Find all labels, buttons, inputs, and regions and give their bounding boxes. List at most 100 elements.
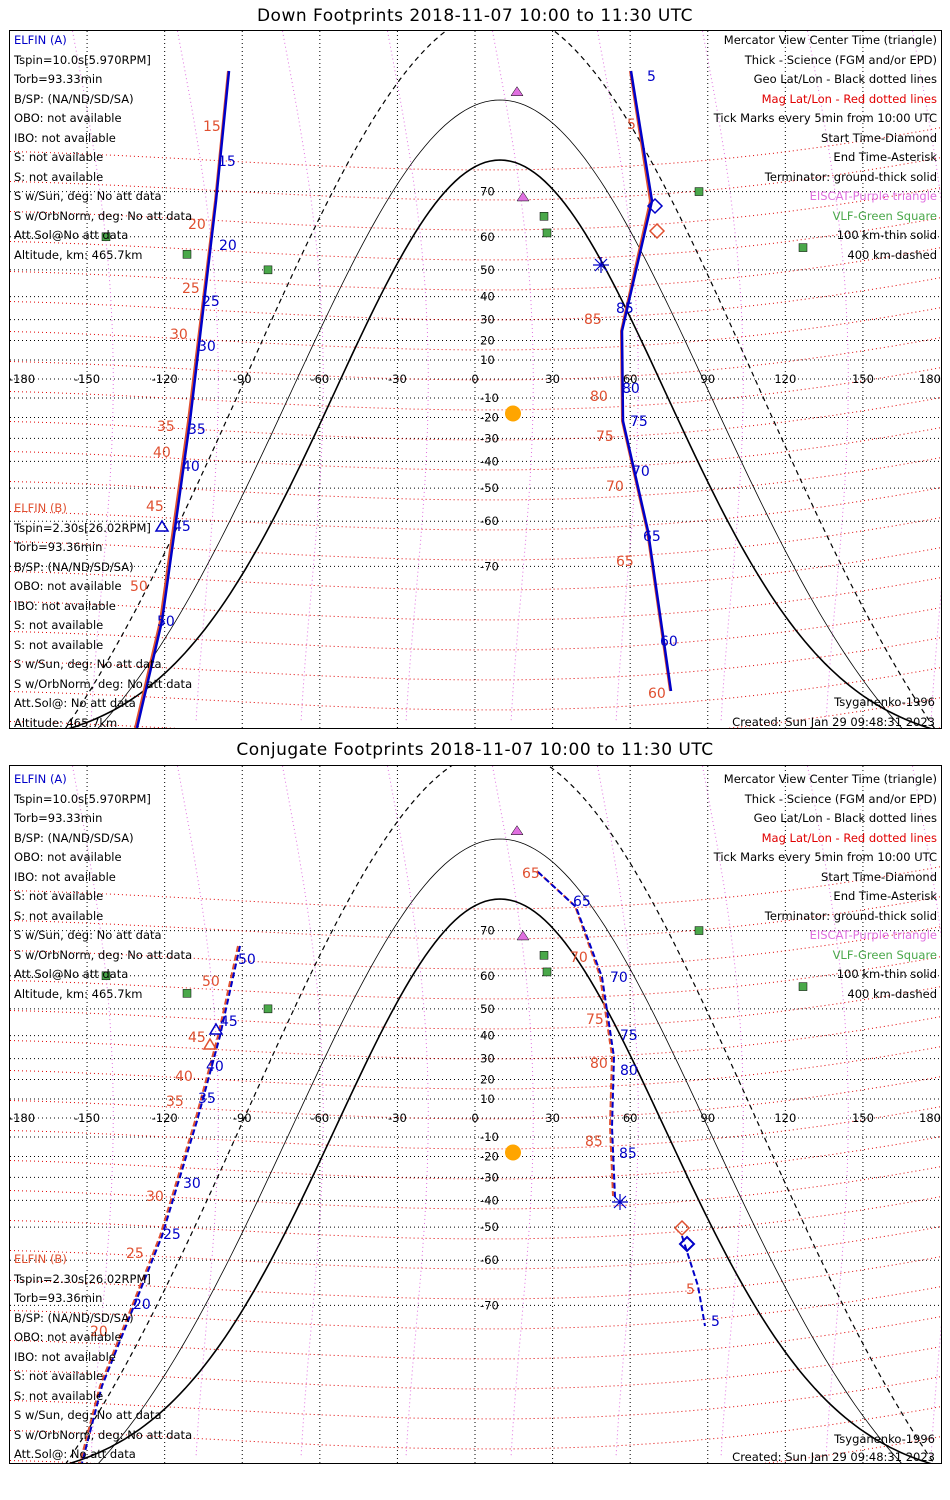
track-tick-label: 25 xyxy=(163,1227,181,1243)
info-line: B/SP: (NA/ND/SD/SA) xyxy=(14,1310,134,1325)
lat-tick-label: -70 xyxy=(480,1298,499,1312)
lat-tick-label: -10 xyxy=(480,1130,499,1144)
lon-tick-label: -150 xyxy=(74,1111,100,1125)
info-line: Tspin=10.0s[5.970RPM] xyxy=(14,791,151,806)
info-line: VLF-Green Square xyxy=(832,208,937,223)
track-tick-label: 30 xyxy=(183,1176,201,1192)
info-line: S: not available xyxy=(14,889,104,903)
mag-parallel xyxy=(10,547,941,591)
lat-tick-label: 40 xyxy=(480,290,495,304)
mag-parallel xyxy=(10,607,941,651)
info-line: Geo Lat/Lon - Black dotted lines xyxy=(753,811,937,825)
lat-tick-label: 20 xyxy=(480,334,495,348)
lon-tick-label: 0 xyxy=(471,372,478,386)
mag-meridian xyxy=(177,766,219,1457)
lon-tick-label: 150 xyxy=(852,372,874,386)
lat-tick-label: 60 xyxy=(480,969,495,983)
track-tick-label: 50 xyxy=(157,614,175,630)
info-line: Start Time-Diamond xyxy=(821,869,937,884)
track-tick-label: 75 xyxy=(620,1028,638,1044)
vlf-square-icon xyxy=(542,228,552,238)
track-tick-label: 15 xyxy=(218,154,236,170)
mag-meridian xyxy=(72,31,114,722)
lat-tick-label: -20 xyxy=(480,1149,499,1163)
track-tick-label: 45 xyxy=(146,499,164,515)
mag-parallel xyxy=(10,667,941,711)
elfin-a-info: ELFIN (A) Tspin=10.0s[5.970RPM] Torb=93.33… xyxy=(14,770,192,1004)
lat-tick-label: -30 xyxy=(480,1170,499,1184)
track-tick-label: 5 xyxy=(686,1282,695,1298)
info-line: Altitude, km: 465.7km xyxy=(14,247,143,262)
map-canvas-conjugate: -180 -150 -120 -90 -60 -30 0 30 60 90 120 150 180 70 6… xyxy=(10,766,941,1463)
track-tick-label: 35 xyxy=(188,422,206,438)
info-line: IBO: not available xyxy=(14,130,116,145)
track-tick-label: 85 xyxy=(619,1146,637,1162)
lat-tick-label: 50 xyxy=(480,1002,495,1016)
track-tick-label: 25 xyxy=(126,1246,144,1262)
info-line: Tspin=10.0s[5.970RPM] xyxy=(14,52,151,67)
lon-tick-label: -90 xyxy=(233,1111,252,1125)
track-tick-label: 40 xyxy=(206,1059,224,1075)
mag-meridian xyxy=(702,31,744,722)
mag-meridian xyxy=(702,766,744,1457)
info-line: IBO: not available xyxy=(14,869,116,884)
vlf-square-icon xyxy=(263,1004,273,1014)
lon-tick-label: -120 xyxy=(152,372,178,386)
model-label: Tsyganenko-1996 xyxy=(834,695,935,709)
center-triangle-icon xyxy=(154,519,170,532)
mag-meridian xyxy=(72,766,114,1457)
info-line: ELFIN (B) xyxy=(14,501,67,515)
info-line: S w/OrbNorm, deg: No att data xyxy=(14,947,193,962)
mag-meridian xyxy=(807,766,849,1457)
info-line: IBO: not available xyxy=(14,598,116,613)
track-tick-label: 75 xyxy=(630,414,648,430)
track-tick-label: 35 xyxy=(198,1091,216,1107)
info-line: Torb=93.36min xyxy=(14,540,103,554)
track-tick-label: 75 xyxy=(596,429,614,445)
lat-tick-label: 10 xyxy=(480,353,495,367)
track-tick-label: 35 xyxy=(157,419,175,435)
lon-tick-label: 90 xyxy=(700,1111,715,1125)
mag-parallel xyxy=(10,1406,941,1450)
info-line: B/SP: (NA/ND/SD/SA) xyxy=(14,91,134,106)
lon-tick-label: -180 xyxy=(10,1111,35,1125)
track-tick-label: 80 xyxy=(590,1056,608,1072)
lat-tick-label: 70 xyxy=(480,924,495,938)
track-tick-label: 20 xyxy=(90,1324,108,1340)
lat-tick-label: -60 xyxy=(480,1253,499,1267)
track-tick-label: 85 xyxy=(585,1134,603,1150)
eiscat-triangle-icon xyxy=(510,825,524,835)
track-tick-label: 40 xyxy=(153,445,171,461)
info-line: Mercator View Center Time (triangle) xyxy=(723,33,937,47)
mag-parallel xyxy=(10,1196,941,1240)
track-tick-label: 65 xyxy=(522,866,540,882)
info-line: Att.Sol@: No att data xyxy=(14,696,136,710)
track-tick-label: 60 xyxy=(648,686,666,702)
track-tick-label: 20 xyxy=(188,217,206,233)
info-line: 100 km-thin solid xyxy=(836,228,937,242)
info-line: Tick Marks every 5min from 10:00 UTC xyxy=(713,850,937,864)
info-line: Thick - Science (FGM and/or EPD) xyxy=(744,791,937,806)
lon-tick-label: -150 xyxy=(74,372,100,386)
vlf-square-icon xyxy=(798,243,808,252)
elfin-a-info: ELFIN (A) Tspin=10.0s[5.970RPM] Torb=93.33… xyxy=(14,31,192,265)
mag-parallel xyxy=(10,1286,941,1330)
map-panel-conjugate: -180 -150 -120 -90 -60 -30 0 30 60 90 120 150 180 70 6… xyxy=(9,765,942,1464)
lon-tick-label: -120 xyxy=(152,1111,178,1125)
track-tick-label: 50 xyxy=(130,579,148,595)
mag-meridian xyxy=(492,31,534,722)
lat-tick-label: 60 xyxy=(480,230,495,244)
info-line: EISCAT-Purple triangle xyxy=(809,189,937,203)
info-line: S w/OrbNorm, deg: No att data xyxy=(14,676,193,691)
lat-tick-label: 40 xyxy=(480,1029,495,1043)
lat-tick-label: -40 xyxy=(480,454,499,468)
track-tick-label: 30 xyxy=(146,1189,164,1205)
track-tick-label: 25 xyxy=(202,294,220,310)
elfin-a-mag-track-right xyxy=(536,870,614,1197)
mag-parallel xyxy=(10,487,941,531)
info-line: ELFIN (A) xyxy=(14,772,67,786)
info-line: S: not available xyxy=(14,169,104,184)
info-line: Att.Sol@: No att data xyxy=(14,1447,136,1461)
info-line: EISCAT-Purple triangle xyxy=(809,928,937,942)
track-tick-label: 5 xyxy=(647,69,656,85)
